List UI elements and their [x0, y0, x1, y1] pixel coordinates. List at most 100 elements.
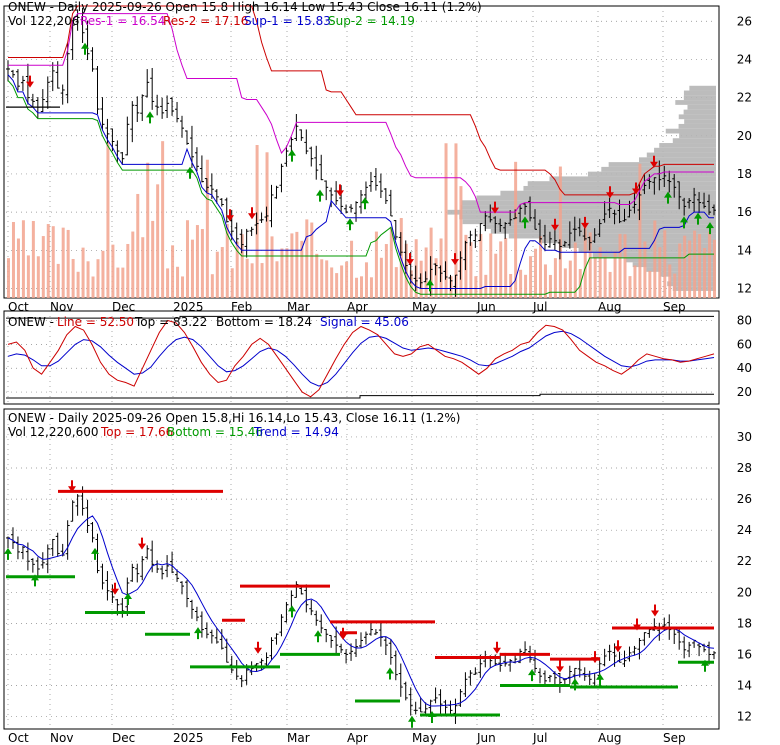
volume-bar — [374, 231, 378, 298]
price-sell-arrow — [606, 186, 614, 199]
volume-bar — [360, 276, 363, 298]
volume-bar — [658, 247, 662, 298]
volume-bar — [688, 240, 692, 298]
trend-x-tick-label: Nov — [50, 731, 73, 745]
volume-bar — [514, 161, 518, 298]
volume-bar — [51, 226, 55, 298]
res1-line — [8, 13, 714, 213]
volume-profile-bar — [689, 85, 716, 91]
trend-buy-arrow — [528, 669, 536, 682]
trend-sell-arrow — [591, 651, 599, 664]
volume-bar — [300, 240, 304, 298]
trend-x-tick-label: Sep — [663, 731, 686, 745]
volume-bar — [698, 234, 702, 298]
osc-line-label: Line = 52.50 — [57, 315, 134, 329]
trend-buy-arrow — [4, 547, 12, 560]
volume-bar — [91, 276, 95, 298]
volume-bar — [106, 141, 110, 298]
volume-bar — [633, 265, 637, 298]
volume-profile-bar — [549, 176, 716, 182]
price-buy-arrow — [186, 166, 194, 179]
trend-sell-arrow — [339, 627, 347, 640]
volume-bar — [588, 232, 592, 298]
res2-line — [8, 5, 714, 196]
trend-buy-arrow — [571, 678, 579, 691]
price-sell-arrow — [650, 155, 658, 168]
trend-buy-arrow — [124, 592, 132, 605]
sup1-line — [7, 74, 714, 289]
volume-profile-bar — [459, 214, 716, 220]
volume-bar — [116, 267, 120, 298]
trend-sell-arrow — [493, 641, 501, 654]
trend-buy-arrow — [428, 711, 436, 724]
volume-bar — [663, 230, 667, 298]
trend-y-tick-label: 30 — [737, 430, 752, 444]
volume-profile-bar — [490, 228, 716, 234]
res1-label: Res-1 = 16.54 — [80, 14, 165, 28]
volume-profile-bar — [667, 281, 716, 287]
volume-bar — [529, 256, 533, 298]
volume-bar — [708, 231, 712, 298]
price-buy-arrow — [706, 222, 714, 235]
volume-profile-bar — [560, 243, 716, 248]
trend-volume-label: Vol 12,220,600 — [8, 425, 98, 439]
price-sell-arrow — [336, 184, 344, 197]
trend-buy-arrow — [314, 630, 322, 643]
volume-bar — [653, 220, 657, 298]
price-x-tick-label: Mar — [287, 300, 310, 314]
price-x-tick-label: Dec — [112, 300, 135, 314]
volume-bar — [315, 253, 319, 298]
volume-bar — [489, 233, 493, 298]
trend-panel: 12 14 16 18 20 22 24 26 28 30 Oct Nov Dec 2025 Feb Mar A… — [4, 409, 752, 745]
price-sell-arrow — [632, 182, 640, 195]
volume-bar — [369, 277, 373, 298]
volume-bar — [141, 237, 145, 298]
price-y-tick-label: 24 — [737, 52, 752, 66]
trend-sell-arrow — [614, 640, 622, 653]
volume-profile-bar — [683, 90, 716, 96]
volume-bar — [86, 261, 90, 298]
sup2-line — [7, 80, 714, 295]
volume-bar — [260, 263, 264, 298]
volume-bar — [409, 270, 413, 298]
volume-profile-bar — [578, 247, 716, 253]
volume-bar — [205, 159, 209, 298]
price-sell-arrow — [226, 209, 234, 222]
trend-y-tick-label: 16 — [737, 647, 752, 661]
trend-buy-arrow — [408, 715, 416, 728]
volume-bar — [613, 251, 617, 298]
trend-x-tick-label: Aug — [598, 731, 621, 745]
volume-profile-bar — [601, 166, 716, 172]
volume-bar — [335, 273, 339, 298]
osc-y-tick-label: 20 — [737, 385, 752, 399]
osc-top-line — [6, 315, 714, 319]
volume-bar — [364, 262, 368, 298]
trend-y-tick-label: 22 — [737, 554, 752, 568]
trend-y-tick-label: 14 — [737, 679, 752, 693]
volume-profile-bar — [659, 143, 716, 148]
volume-bar — [176, 266, 180, 298]
volume-bar — [444, 143, 448, 298]
volume-bar — [538, 236, 542, 298]
trend-y-tick-label: 20 — [737, 585, 752, 599]
trend-panel-header: ONEW - Daily 2025-09-26 Open 15.8,Hi 16.… — [8, 411, 460, 425]
volume-bar — [494, 253, 498, 298]
trend-trend-label: Trend = 14.94 — [253, 425, 339, 439]
price-y-tick-label: 12 — [737, 281, 752, 295]
volume-bar — [136, 193, 140, 298]
osc-signal-line — [7, 330, 715, 387]
price-x-tick-label: 2025 — [173, 300, 204, 314]
volume-bar — [161, 141, 165, 298]
volume-bar — [146, 162, 150, 298]
price-sell-arrow — [581, 216, 589, 229]
trend-panel-frame — [3, 408, 720, 730]
volume-bar — [643, 241, 647, 298]
volume-bar — [11, 221, 15, 298]
volume-bar — [330, 267, 334, 298]
volume-profile-bar — [672, 138, 716, 144]
trend-top-label: Top = 17.66 — [100, 425, 173, 439]
volume-profile-bar — [679, 133, 716, 139]
sup2-label: Sup-2 = 14.19 — [328, 14, 415, 28]
oscillator-panel-frame — [3, 310, 720, 405]
volume-bar — [171, 245, 175, 298]
